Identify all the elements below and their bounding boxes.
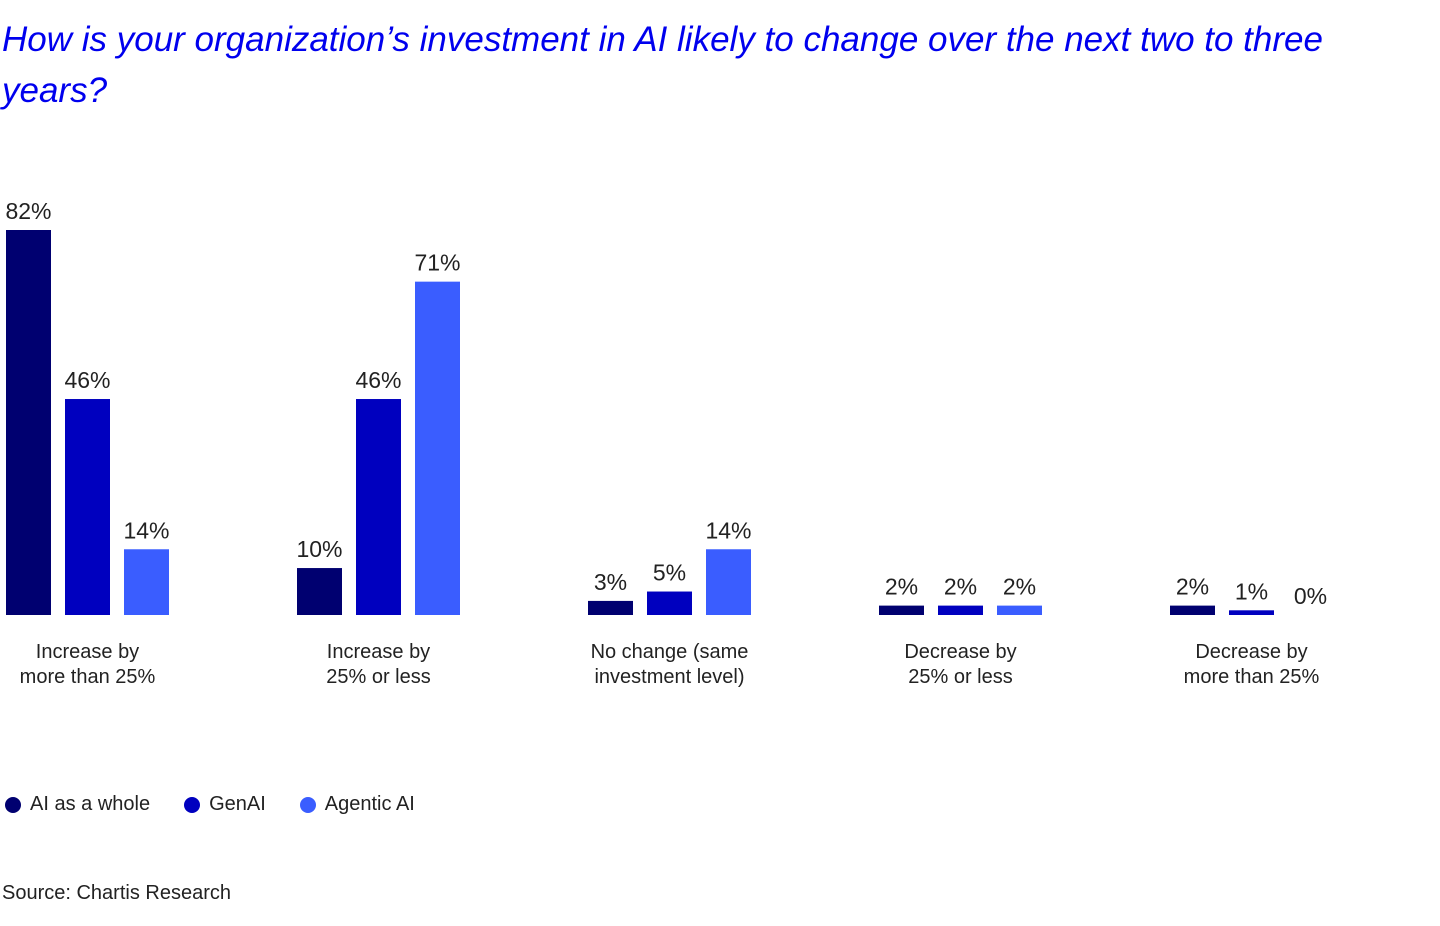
- bar: [647, 591, 692, 615]
- category-label: investment level): [594, 666, 744, 688]
- category-label: 25% or less: [326, 666, 431, 688]
- legend-item: Agentic AI: [299, 793, 415, 816]
- data-label: 2%: [885, 574, 918, 600]
- bar: [938, 605, 983, 615]
- data-label: 46%: [355, 367, 401, 393]
- category-label: more than 25%: [20, 666, 156, 688]
- data-label: 5%: [653, 560, 686, 586]
- legend-swatch: [184, 796, 201, 813]
- bar: [297, 568, 342, 615]
- data-label: 2%: [1003, 574, 1036, 600]
- data-label: 46%: [64, 367, 110, 393]
- source-note: Source: Chartis Research: [2, 882, 231, 904]
- bar: [997, 605, 1042, 615]
- bar: [415, 281, 460, 615]
- category-label: Decrease by: [904, 641, 1016, 663]
- legend-label: AI as a whole: [30, 793, 151, 815]
- category-label: more than 25%: [1184, 666, 1320, 688]
- chart-title: How is your organization’s investment in…: [2, 20, 1323, 110]
- data-label: 2%: [1176, 574, 1209, 600]
- category-label: 25% or less: [908, 666, 1013, 688]
- legend-item: AI as a whole: [5, 793, 150, 816]
- data-label: 2%: [944, 574, 977, 600]
- data-label: 14%: [123, 517, 169, 543]
- legend-swatch: [5, 796, 21, 813]
- data-label: 3%: [594, 569, 627, 595]
- bar: [1170, 605, 1215, 615]
- legend-label: Agentic AI: [324, 793, 415, 815]
- bar: [6, 230, 51, 615]
- bar: [124, 549, 169, 615]
- data-label: 10%: [296, 536, 342, 562]
- legend-swatch: [299, 796, 316, 813]
- data-label: 71%: [414, 250, 460, 276]
- legend-label: GenAI: [209, 793, 266, 815]
- data-label: 0%: [1294, 583, 1327, 609]
- bar: [706, 549, 751, 615]
- category-label: Increase by: [36, 641, 139, 663]
- category-label: Increase by: [327, 641, 430, 663]
- bar: [1229, 610, 1274, 615]
- category-label: Decrease by: [1195, 641, 1307, 663]
- bar: [356, 399, 401, 615]
- bar: [879, 605, 924, 615]
- legend-item: GenAI: [184, 793, 266, 816]
- bar: [65, 399, 110, 615]
- legend: AI as a whole GenAI Agentic AI: [5, 793, 415, 816]
- bar: [588, 600, 633, 615]
- data-label: 1%: [1235, 578, 1268, 604]
- data-label: 14%: [705, 517, 751, 543]
- data-label: 82%: [5, 198, 51, 224]
- category-label: No change (same: [591, 641, 749, 663]
